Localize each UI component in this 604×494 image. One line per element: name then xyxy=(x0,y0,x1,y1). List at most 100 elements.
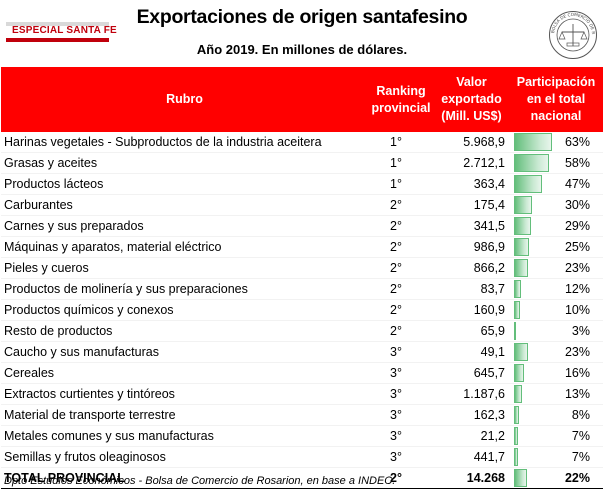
participacion-label: 16% xyxy=(564,366,590,380)
participacion-label: 13% xyxy=(564,387,590,401)
ranking-cell: 3° xyxy=(368,446,434,468)
participacion-cell: 23% xyxy=(509,257,603,279)
participation-databar xyxy=(514,259,528,277)
participacion-cell: 10% xyxy=(509,299,603,321)
participacion-cell: 23% xyxy=(509,341,603,363)
rubro-cell: Productos de molinería y sus preparacion… xyxy=(1,278,368,300)
table-row: Carburantes 2° 175,4 30% xyxy=(1,194,603,216)
participacion-label: 3% xyxy=(571,324,590,338)
rubro-cell: Cereales xyxy=(1,362,368,384)
participacion-label: 12% xyxy=(564,282,590,296)
table-row: Metales comunes y sus manufacturas 3° 21,2… xyxy=(1,425,603,447)
participation-databar xyxy=(514,427,518,445)
rubro-cell: Máquinas y aparatos, material eléctrico xyxy=(1,236,368,258)
ranking-cell: 1° xyxy=(368,173,434,195)
especial-santa-fe-badge xyxy=(6,22,109,42)
participacion-label: 25% xyxy=(564,240,590,254)
column-header-valor: Valor exportado (Mill. US$) xyxy=(434,67,509,132)
table-row: Productos químicos y conexos 2° 160,9 10% xyxy=(1,299,603,321)
participacion-cell: 8% xyxy=(509,404,603,426)
table-row: Productos de molinería y sus preparacion… xyxy=(1,278,603,300)
page-subtitle: Año 2019. En millones de dólares. xyxy=(196,42,408,57)
ranking-cell: 1° xyxy=(368,132,434,153)
ranking-cell: 3° xyxy=(368,404,434,426)
rubro-cell: Carburantes xyxy=(1,194,368,216)
column-header-ranking: Ranking provincial xyxy=(368,67,434,132)
ranking-cell: 3° xyxy=(368,362,434,384)
participation-databar xyxy=(514,364,524,382)
table-row: Harinas vegetales - Subproductos de la i… xyxy=(1,132,603,153)
ranking-cell: 2° xyxy=(368,257,434,279)
table-body: Harinas vegetales - Subproductos de la i… xyxy=(1,132,603,489)
participacion-cell: 12% xyxy=(509,278,603,300)
participacion-cell: 63% xyxy=(509,132,603,153)
valor-cell: 645,7 xyxy=(434,362,509,384)
valor-cell: 441,7 xyxy=(434,446,509,468)
participacion-cell: 13% xyxy=(509,383,603,405)
table-row: Cereales 3° 645,7 16% xyxy=(1,362,603,384)
table-header-row: Rubro Ranking provincial Valor exportado (M… xyxy=(1,67,603,132)
ranking-cell: 2° xyxy=(368,320,434,342)
ranking-cell: 2° xyxy=(368,299,434,321)
ranking-cell: 2° xyxy=(368,467,434,489)
rubro-cell: Caucho y sus manufacturas xyxy=(1,341,368,363)
participacion-label: 7% xyxy=(571,429,590,443)
column-header-rubro: Rubro xyxy=(1,67,368,132)
valor-cell: 160,9 xyxy=(434,299,509,321)
table-row: Productos lácteos 1° 363,4 47% xyxy=(1,173,603,195)
participacion-cell: 7% xyxy=(509,446,603,468)
participation-databar xyxy=(514,469,527,487)
participacion-cell: 29% xyxy=(509,215,603,237)
valor-cell: 341,5 xyxy=(434,215,509,237)
table-row: Material de transporte terrestre 3° 162,3 8… xyxy=(1,404,603,426)
valor-cell: 986,9 xyxy=(434,236,509,258)
badge-label: ESPECIAL SANTA FE xyxy=(12,25,117,36)
ranking-cell: 3° xyxy=(368,383,434,405)
participation-databar xyxy=(514,238,529,256)
table-row: Grasas y aceites 1° 2.712,1 58% xyxy=(1,152,603,174)
participation-databar xyxy=(514,280,521,298)
participacion-cell: 16% xyxy=(509,362,603,384)
table-row: Carnes y sus preparados 2° 341,5 29% xyxy=(1,215,603,237)
table-row: Caucho y sus manufacturas 3° 49,1 23% xyxy=(1,341,603,363)
participation-databar xyxy=(514,343,528,361)
rubro-cell: Grasas y aceites xyxy=(1,152,368,174)
participacion-label: 63% xyxy=(564,135,590,149)
ranking-cell: 1° xyxy=(368,152,434,174)
participation-databar xyxy=(514,406,519,424)
participacion-cell: 22% xyxy=(509,467,603,489)
participacion-label: 22% xyxy=(564,471,590,485)
page-title: Exportaciones de origen santafesino xyxy=(136,6,468,28)
participacion-cell: 58% xyxy=(509,152,603,174)
valor-cell: 866,2 xyxy=(434,257,509,279)
ranking-cell: 2° xyxy=(368,236,434,258)
rubro-cell: Carnes y sus preparados xyxy=(1,215,368,237)
participacion-label: 29% xyxy=(564,219,590,233)
valor-cell: 175,4 xyxy=(434,194,509,216)
rubro-cell: Semillas y frutos oleaginosos xyxy=(1,446,368,468)
valor-cell: 14.268 xyxy=(434,467,509,489)
column-header-participacion: Participación en el total nacional xyxy=(509,67,603,132)
valor-cell: 162,3 xyxy=(434,404,509,426)
participacion-label: 8% xyxy=(571,408,590,422)
ranking-cell: 2° xyxy=(368,194,434,216)
participacion-label: 23% xyxy=(564,345,590,359)
table-row: Extractos curtientes y tintóreos 3° 1.187,… xyxy=(1,383,603,405)
ranking-cell: 3° xyxy=(368,341,434,363)
valor-cell: 1.187,6 xyxy=(434,383,509,405)
participation-databar xyxy=(514,322,516,340)
table-row: Semillas y frutos oleaginosos 3° 441,7 7% xyxy=(1,446,603,468)
rubro-cell: Productos químicos y conexos xyxy=(1,299,368,321)
participation-databar xyxy=(514,154,549,172)
valor-cell: 65,9 xyxy=(434,320,509,342)
participation-databar xyxy=(514,385,522,403)
bolsa-seal-logo: BOLSA DE COMERCIO DE ROSARIO xyxy=(548,10,597,59)
table-row: Resto de productos 2° 65,9 3% xyxy=(1,320,603,342)
participation-databar xyxy=(514,448,518,466)
participacion-label: 30% xyxy=(564,198,590,212)
rubro-cell: Harinas vegetales - Subproductos de la i… xyxy=(1,132,368,153)
rubro-cell: TOTAL PROVINCIAL xyxy=(1,467,368,489)
participation-databar xyxy=(514,133,552,151)
participacion-cell: 25% xyxy=(509,236,603,258)
rubro-cell: Material de transporte terrestre xyxy=(1,404,368,426)
